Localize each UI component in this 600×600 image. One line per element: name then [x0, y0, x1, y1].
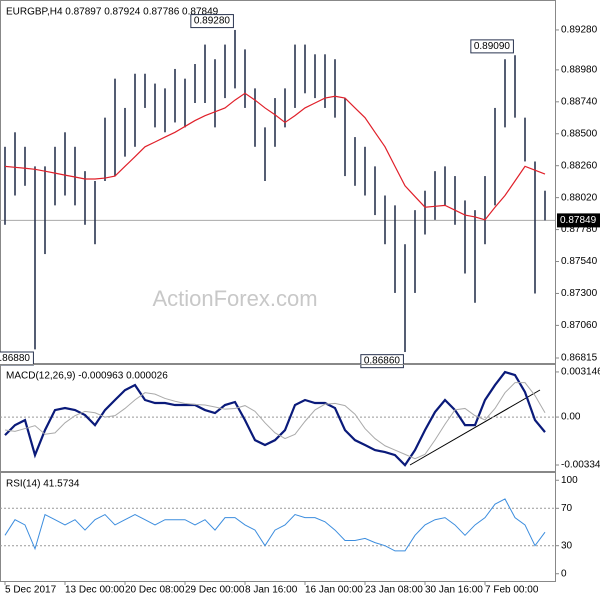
- panel-title: EURGBP,H4 0.87897 0.87924 0.87786 0.8784…: [6, 7, 219, 18]
- watermark: ActionForex.com: [152, 286, 317, 311]
- y-tick-label: 0.87780: [561, 224, 598, 235]
- y-tick-label: 70: [561, 503, 573, 514]
- panel-frame: [0, 472, 556, 582]
- y-tick-label: 0.88500: [561, 128, 598, 139]
- y-tick-label: 100: [561, 475, 578, 486]
- last-price-box: [557, 213, 600, 228]
- y-tick-label: 0.89280: [561, 25, 598, 36]
- panel-frame: [0, 364, 556, 472]
- annotation-box: [190, 14, 234, 29]
- y-tick-label: 0.003146: [561, 367, 600, 378]
- y-tick-label: 0.87540: [561, 256, 598, 267]
- y-tick-label: 0.88020: [561, 192, 598, 203]
- annotation-box: [470, 39, 514, 54]
- y-tick-label: 0.86815: [561, 353, 598, 364]
- annotation-label: 0.89090: [474, 41, 511, 52]
- x-tick-label: 8 Jan 16:00: [245, 585, 298, 596]
- y-tick-label: 0.87300: [561, 288, 598, 299]
- panel-frame: [0, 0, 556, 364]
- x-tick-label: 29 Dec 00:00: [185, 585, 245, 596]
- x-tick-label: 23 Jan 08:00: [365, 585, 423, 596]
- y-tick-label: 0.88260: [561, 160, 598, 171]
- y-tick-label: 0.88740: [561, 96, 598, 107]
- y-tick-label: 0.88980: [561, 65, 598, 76]
- x-tick-label: 30 Jan 16:00: [425, 585, 483, 596]
- annotation-label: 0.89280: [194, 16, 231, 27]
- y-tick-label: 30: [561, 540, 573, 551]
- x-tick-label: 16 Jan 00:00: [305, 585, 363, 596]
- series-line: [4, 382, 546, 460]
- series-line: [4, 498, 546, 552]
- annotation-label: 0.86880: [0, 353, 30, 364]
- annotation-label: 0.86860: [364, 356, 401, 367]
- panel-title: RSI(14) 41.5734: [6, 479, 80, 490]
- trend-line: [409, 389, 541, 466]
- y-tick-label: 0: [561, 568, 567, 579]
- x-tick-label: 5 Dec 2017: [5, 585, 57, 596]
- x-tick-label: 7 Feb 00:00: [485, 585, 539, 596]
- x-tick-label: 13 Dec 00:00: [65, 585, 125, 596]
- y-tick-label: 0.00: [561, 412, 581, 423]
- panel-title: MACD(12,26,9) -0.000963 0.000026: [6, 371, 168, 382]
- y-tick-label: 0.87060: [561, 320, 598, 331]
- y-tick-label: -0.003342: [561, 460, 600, 471]
- x-tick-label: 20 Dec 08:00: [125, 585, 185, 596]
- last-price-label: 0.87849: [560, 215, 597, 226]
- moving-average: [4, 92, 546, 221]
